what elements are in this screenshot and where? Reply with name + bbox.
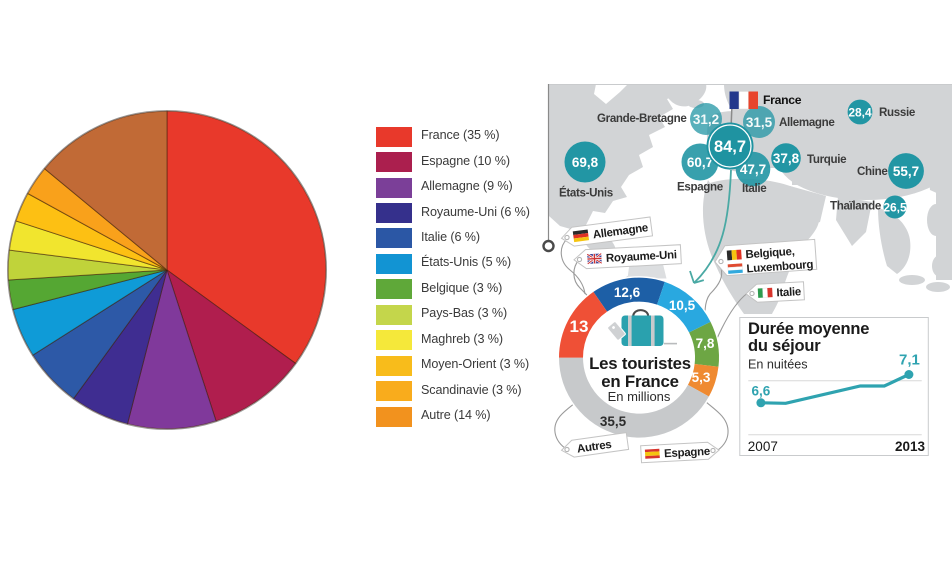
svg-text:35,5: 35,5 [600,414,627,429]
svg-text:Grande-Bretagne: Grande-Bretagne [597,112,687,125]
svg-text:Autres: Autres [576,439,612,456]
svg-text:Royaume-Uni: Royaume-Uni [606,249,677,265]
svg-text:Durée moyenne: Durée moyenne [748,320,869,338]
svg-text:Espagne: Espagne [677,181,724,194]
svg-text:en France: en France [601,372,678,391]
svg-text:55,7: 55,7 [893,164,919,179]
svg-text:Les touristes: Les touristes [589,354,691,373]
svg-text:60,7: 60,7 [687,155,713,170]
svg-text:6,6: 6,6 [752,384,771,399]
svg-text:En nuitées: En nuitées [748,358,808,372]
svg-text:7,1: 7,1 [899,352,920,369]
svg-text:Italie: Italie [742,182,767,195]
svg-text:Allemagne: Allemagne [779,116,835,129]
svg-text:Belgique,: Belgique, [745,246,795,261]
svg-text:26,5: 26,5 [883,201,907,215]
svg-text:47,7: 47,7 [740,162,766,177]
svg-text:69,8: 69,8 [572,155,599,170]
svg-text:12,6: 12,6 [614,285,641,300]
svg-text:10,5: 10,5 [669,298,696,313]
svg-text:37,8: 37,8 [773,151,800,166]
svg-text:84,7: 84,7 [714,138,746,156]
svg-text:Espagne: Espagne [664,446,710,460]
svg-text:En millions: En millions [608,389,671,404]
svg-text:France: France [763,93,802,107]
svg-text:Thaïlande: Thaïlande [830,200,882,213]
svg-text:2007: 2007 [748,439,778,454]
svg-text:31,2: 31,2 [693,112,719,127]
svg-text:Turquie: Turquie [807,153,847,166]
svg-text:Italie: Italie [776,286,801,299]
svg-text:31,5: 31,5 [746,115,773,130]
svg-text:13: 13 [570,317,589,336]
svg-text:28,4: 28,4 [848,106,872,120]
svg-text:Russie: Russie [879,106,916,119]
svg-text:2013: 2013 [895,439,926,454]
svg-text:Chine: Chine [857,165,888,178]
svg-text:Luxembourg: Luxembourg [746,259,814,276]
svg-text:7,8: 7,8 [696,336,715,351]
svg-text:du séjour: du séjour [748,337,821,355]
svg-text:5,3: 5,3 [692,370,711,385]
svg-text:États-Unis: États-Unis [559,187,613,200]
